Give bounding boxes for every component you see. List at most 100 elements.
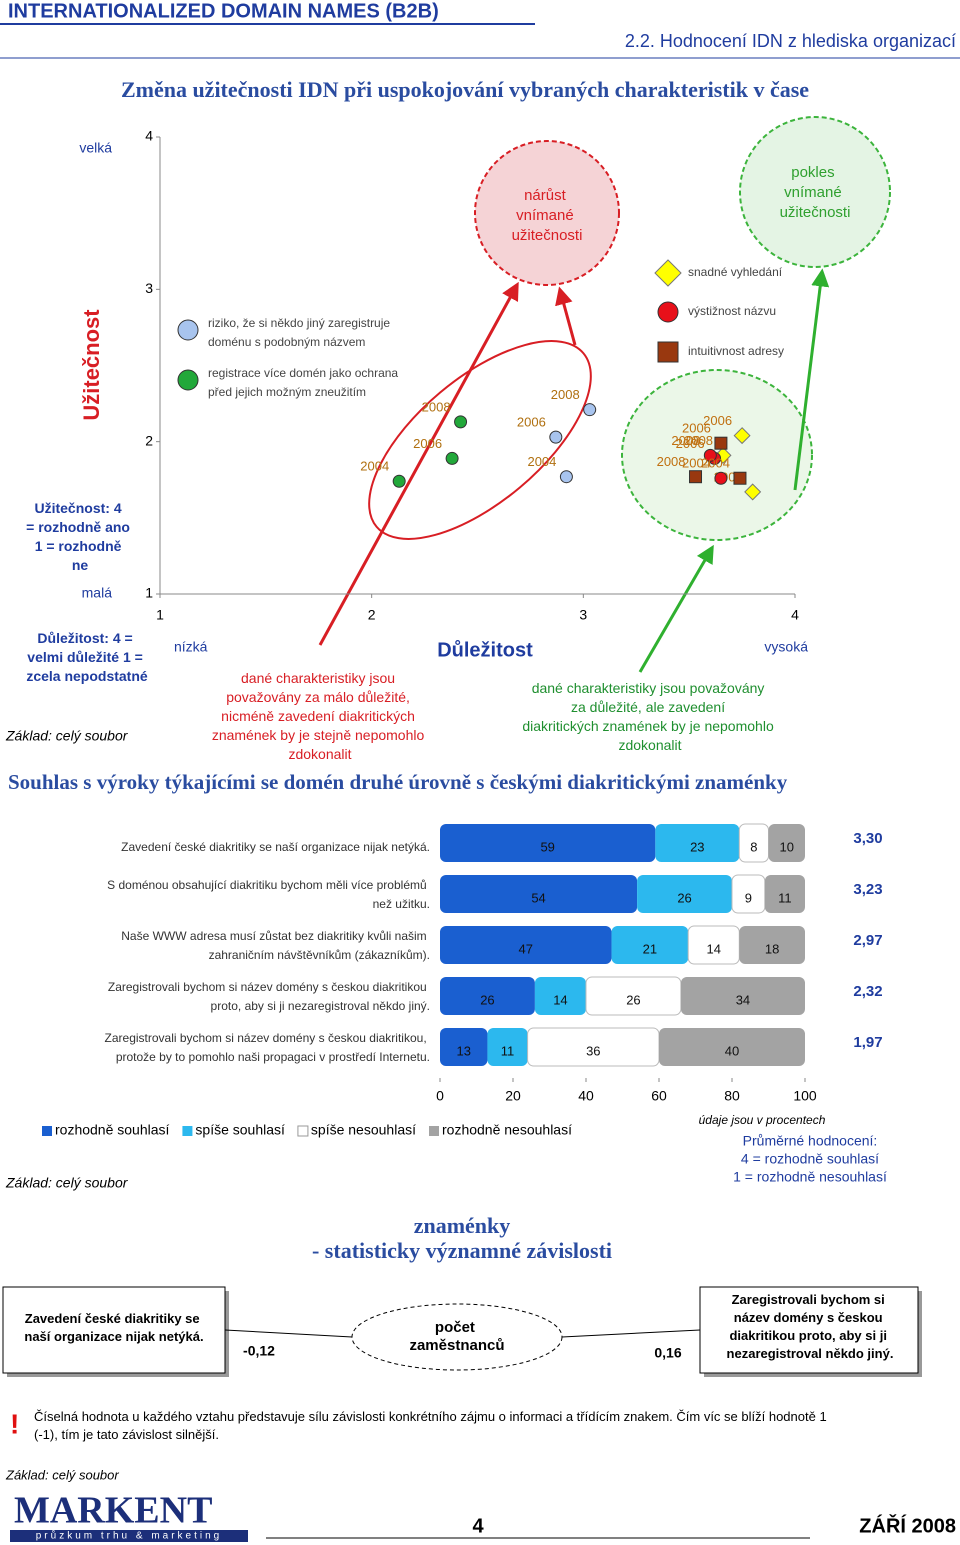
axis-end-label: nízká [174,639,208,655]
point-label: 2004 [682,456,711,471]
x-tick-label: 80 [724,1088,740,1104]
bar-segment [739,926,805,964]
arrow [555,286,577,346]
point [549,430,563,444]
mean-legend: 1 = rozhodně nesouhlasí [733,1169,887,1185]
legend-swatch [177,369,199,391]
connector [224,1329,353,1338]
footer-date: ZÁŘÍ 2008 [859,1513,956,1537]
point [733,427,751,445]
logo-tagline: průzkum trhu & marketing [36,1530,223,1542]
point-label: 2006 [517,415,546,430]
bar-segment [440,926,612,964]
y-axis-label: Užitečnost [79,309,104,421]
point [714,446,732,464]
x-tick-label: 2 [368,607,376,623]
warning-mark: ! [10,1408,19,1439]
value-label: 18 [765,941,779,956]
section-title: znaménky [414,1213,511,1238]
bar-segment [655,824,740,862]
y-tick-label: 2 [145,432,153,448]
legend-label: spíše nesouhlasí [311,1122,416,1138]
bar-segment [440,875,638,913]
value-label: 26 [626,992,640,1007]
bar-segment [680,977,805,1015]
point [733,471,747,485]
legend-swatch [657,341,679,363]
value-label: 40 [725,1043,739,1058]
bar-segment [659,1028,805,1066]
bubble [739,116,891,268]
mean-label: 3,23 [853,881,882,898]
correlation-value: -0,12 [243,1343,275,1359]
annotation: dané charakteristiky jsou považovány za … [522,680,777,753]
value-label: 13 [456,1043,470,1058]
logo: MARKENT [14,1490,212,1532]
legend-label: výstižnost názvu [688,304,776,318]
point [744,483,762,501]
legend-swatch [297,1125,309,1137]
mean-legend: 4 = rozhodně souhlasí [741,1151,879,1167]
axis-end-label: vysoká [764,639,808,655]
point-label: 2006 [703,413,732,428]
x-tick-label: 40 [578,1088,594,1104]
y-tick-label: 3 [145,280,153,296]
bar-segment [440,824,656,862]
point-label: 2006 [682,421,711,436]
point [583,403,597,417]
category-label: S doménou obsahující diakritiku bychom m… [107,878,430,911]
bar-segment [611,926,689,964]
mean-legend: Průměrné hodnocení: [743,1133,878,1149]
arrow [638,544,714,673]
legend-label: rozhodně nesouhlasí [442,1122,572,1138]
x-tick-label: 20 [505,1088,521,1104]
legend-swatch [42,1126,52,1136]
arrow [318,281,519,646]
logo-band [10,1530,248,1542]
legend-label: riziko, že si někdo jiný zaregistruje do… [208,316,393,349]
unit-note: údaje jsou v procentech [699,1113,826,1127]
value-label: 11 [778,890,792,905]
point [703,448,717,462]
mean-label: 3,30 [853,830,882,847]
point-label: 2004 [527,454,556,469]
bubble-text: nárůst vnímané užitečnosti [512,187,583,244]
bar-segment [764,875,805,913]
base: Základ: celý soubor [5,1467,119,1482]
axis-note: Důležitost: 4 = velmi důležité 1 = zcela… [26,630,148,684]
axis-end-label: malá [82,585,113,601]
y-tick-label: 4 [145,128,153,144]
value-label: 36 [586,1043,600,1058]
box-text: Zavedení české diakritiky se naší organi… [24,1311,203,1344]
page-number: 4 [472,1515,484,1537]
cluster-ellipse [368,340,592,540]
connector [561,1329,701,1338]
point-label: 2006 [413,436,442,451]
section-title: - statisticky významné závislosti [312,1238,612,1263]
axis-note: Užitečnost: 4 = rozhodně ano 1 = rozhodn… [26,500,134,573]
x-tick-label: 60 [651,1088,667,1104]
category-label: Zaregistrovali bychom si název domény s … [108,980,430,1013]
value-label: 21 [643,941,657,956]
value-label: 26 [480,992,494,1007]
legend-swatch [654,259,682,287]
point [689,470,703,484]
annotation: dané charakteristiky jsou považovány za … [212,670,428,762]
chart-title: Změna užitečnosti IDN při uspokojování v… [121,77,809,102]
point-label: 2008 [671,433,700,448]
mean-label: 2,32 [853,983,882,1000]
point-label: 2004 [360,459,389,474]
axis-end-label: velká [79,140,112,156]
category-label: Zavedení české diakritiky se naší organi… [121,840,430,854]
value-label: 23 [690,839,704,854]
category-label: Naše WWW adresa musí zůstat bez diakriti… [121,929,430,962]
header-section: 2.2. Hodnocení IDN z hlediska organizací [625,31,956,51]
box-text: Zaregistrovali bychom si název domény s … [727,1292,894,1361]
bar-segment [440,1028,488,1066]
chart-title: Souhlas s výroky týkajícími se domén dru… [8,770,788,794]
bar-segment [487,1028,528,1066]
value-label: 11 [501,1043,515,1058]
x-axis-label: Důležitost [437,639,533,661]
bubble [474,140,620,286]
